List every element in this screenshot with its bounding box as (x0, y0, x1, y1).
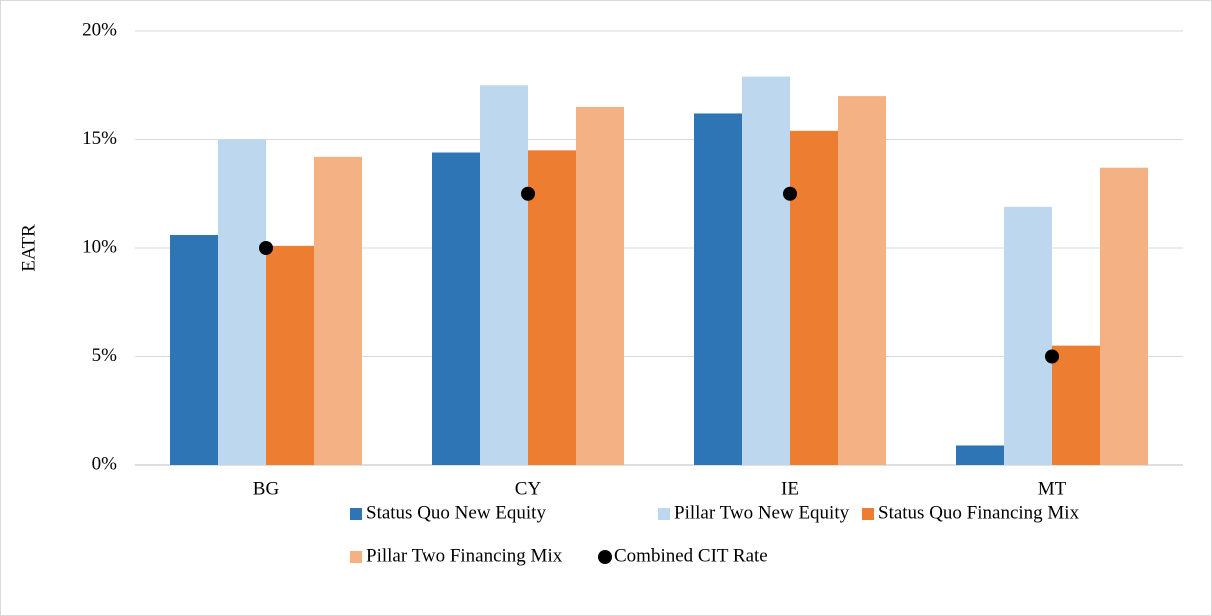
y-tick-label: 10% (82, 236, 117, 257)
x-tick-label: MT (1038, 478, 1067, 499)
bar (576, 106, 624, 465)
bar (480, 85, 528, 465)
bar (694, 113, 742, 466)
bar (266, 245, 314, 465)
x-tick-label: CY (515, 478, 542, 499)
legend-label: Pillar Two New Equity (674, 502, 850, 523)
legend-marker (350, 551, 362, 563)
x-tick-label: IE (781, 478, 799, 499)
bar (1100, 167, 1148, 465)
legend-label: Combined CIT Rate (614, 545, 768, 566)
x-tick-label: BG (253, 478, 280, 499)
y-tick-label: 5% (92, 345, 118, 366)
bar (742, 76, 790, 465)
scatter-point (521, 186, 535, 201)
legend-marker (350, 508, 362, 520)
bar (432, 152, 480, 465)
bar (790, 130, 838, 465)
bar (1004, 206, 1052, 465)
bar (1052, 345, 1100, 465)
legend-marker (862, 508, 874, 520)
scatter-point (1045, 349, 1059, 364)
bar (170, 234, 218, 465)
bar (956, 445, 1004, 465)
bar (314, 156, 362, 466)
scatter-point (259, 241, 273, 255)
y-axis-label: EATR (18, 224, 39, 272)
bar (218, 139, 266, 465)
legend-label: Status Quo New Equity (366, 502, 546, 523)
legend-label: Pillar Two Financing Mix (366, 545, 563, 566)
legend-marker (658, 508, 670, 520)
bar (838, 96, 886, 465)
legend-label: Status Quo Financing Mix (878, 502, 1080, 523)
y-tick-label: 0% (92, 453, 118, 474)
bar (528, 150, 576, 465)
y-tick-label: 20% (82, 19, 117, 40)
scatter-point (783, 186, 797, 201)
y-tick-label: 15% (82, 128, 117, 149)
legend-marker (598, 550, 612, 564)
